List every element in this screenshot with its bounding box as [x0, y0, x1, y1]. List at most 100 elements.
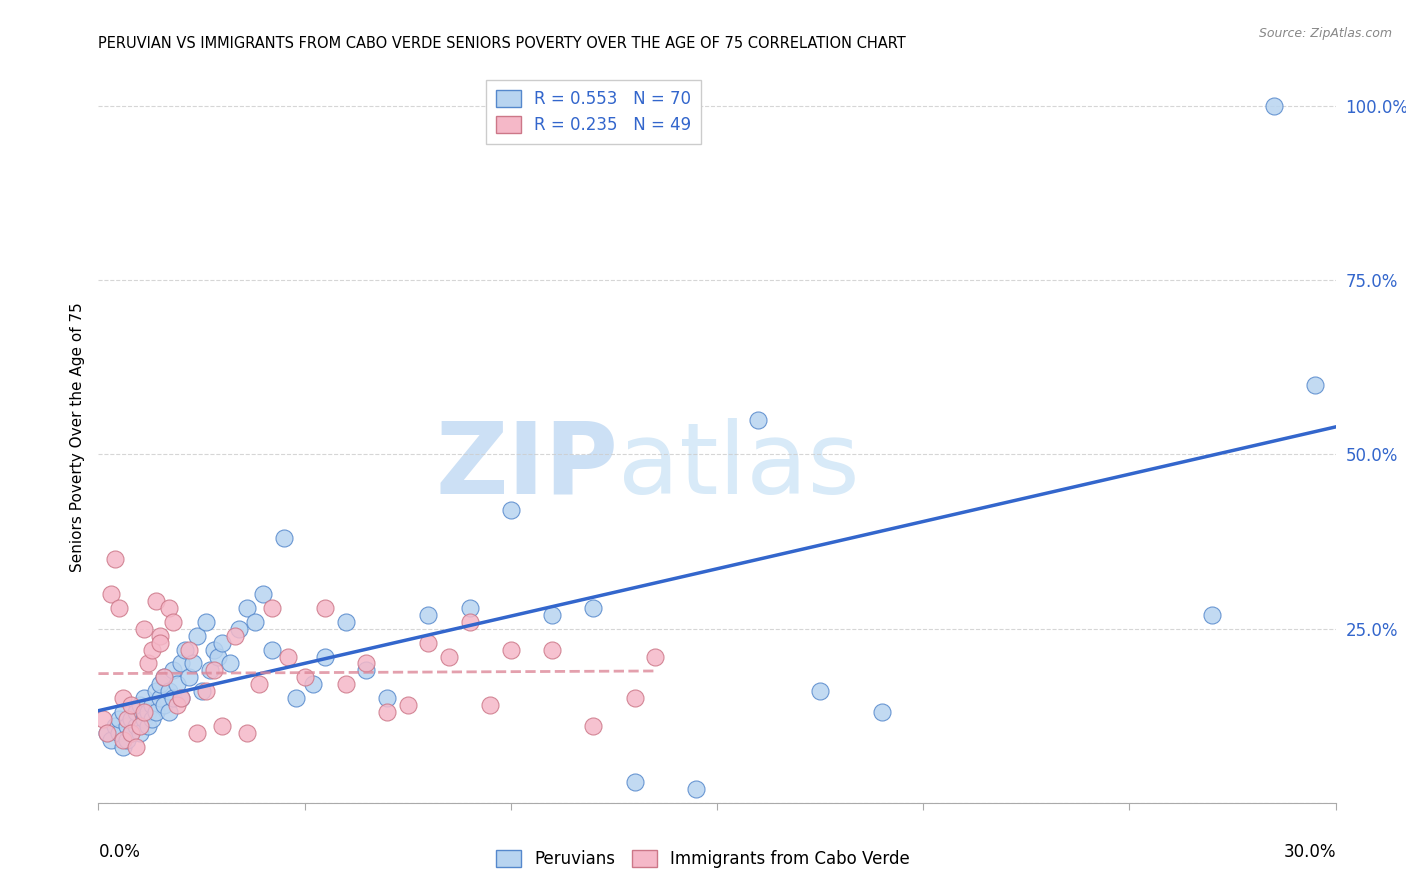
Point: [100, 587, 122, 601]
Point: [314, 649, 336, 664]
Point: [260, 600, 283, 615]
Point: [145, 705, 167, 719]
Point: [194, 615, 217, 629]
Point: [149, 635, 172, 649]
Point: [157, 684, 180, 698]
Y-axis label: Seniors Poverty Over the Age of 75: Seniors Poverty Over the Age of 75: [69, 302, 84, 572]
Point: [96, 726, 118, 740]
Point: [117, 719, 139, 733]
Point: [181, 657, 204, 671]
Point: [747, 412, 769, 426]
Point: [149, 691, 172, 706]
Point: [198, 664, 221, 678]
Point: [120, 698, 142, 713]
Point: [194, 684, 217, 698]
Point: [247, 677, 270, 691]
Point: [243, 615, 266, 629]
Point: [149, 629, 172, 643]
Point: [302, 677, 325, 691]
Point: [149, 677, 172, 691]
Point: [224, 629, 246, 643]
Point: [685, 781, 707, 796]
Point: [190, 684, 212, 698]
Point: [211, 719, 233, 733]
Point: [112, 733, 135, 747]
Point: [179, 670, 201, 684]
Point: [207, 649, 229, 664]
Point: [202, 642, 225, 657]
Point: [644, 649, 666, 664]
Point: [273, 531, 295, 545]
Point: [277, 649, 299, 664]
Text: 30.0%: 30.0%: [1284, 843, 1336, 861]
Point: [375, 691, 398, 706]
Point: [335, 615, 357, 629]
Point: [211, 635, 233, 649]
Point: [91, 712, 114, 726]
Point: [153, 670, 176, 684]
Point: [236, 600, 259, 615]
Point: [141, 698, 163, 713]
Point: [236, 726, 259, 740]
Point: [541, 607, 564, 622]
Point: [1263, 99, 1285, 113]
Text: ZIP: ZIP: [436, 417, 619, 515]
Point: [112, 705, 135, 719]
Point: [479, 698, 502, 713]
Point: [162, 664, 184, 678]
Point: [260, 642, 283, 657]
Point: [166, 677, 188, 691]
Point: [120, 726, 142, 740]
Text: atlas: atlas: [619, 417, 859, 515]
Point: [499, 642, 522, 657]
Point: [458, 600, 481, 615]
Point: [136, 657, 159, 671]
Text: 0.0%: 0.0%: [98, 843, 141, 861]
Point: [120, 712, 142, 726]
Point: [285, 691, 308, 706]
Point: [252, 587, 274, 601]
Point: [104, 552, 127, 566]
Point: [219, 657, 242, 671]
Point: [294, 670, 316, 684]
Point: [96, 726, 118, 740]
Point: [104, 719, 127, 733]
Point: [179, 642, 201, 657]
Point: [314, 600, 336, 615]
Point: [132, 705, 155, 719]
Point: [145, 594, 167, 608]
Point: [120, 726, 142, 740]
Point: [418, 607, 440, 622]
Point: [136, 719, 159, 733]
Point: [124, 705, 146, 719]
Point: [132, 691, 155, 706]
Point: [117, 712, 139, 726]
Point: [418, 635, 440, 649]
Point: [186, 726, 208, 740]
Point: [437, 649, 460, 664]
Text: PERUVIAN VS IMMIGRANTS FROM CABO VERDE SENIORS POVERTY OVER THE AGE OF 75 CORREL: PERUVIAN VS IMMIGRANTS FROM CABO VERDE S…: [98, 36, 907, 51]
Point: [166, 698, 188, 713]
Point: [141, 642, 163, 657]
Point: [124, 740, 146, 755]
Point: [186, 629, 208, 643]
Point: [162, 691, 184, 706]
Point: [541, 642, 564, 657]
Point: [108, 726, 131, 740]
Point: [108, 712, 131, 726]
Point: [228, 622, 250, 636]
Point: [145, 684, 167, 698]
Point: [582, 600, 605, 615]
Point: [870, 705, 893, 719]
Point: [202, 664, 225, 678]
Point: [153, 670, 176, 684]
Point: [157, 600, 180, 615]
Point: [356, 657, 378, 671]
Point: [356, 664, 378, 678]
Point: [499, 503, 522, 517]
Point: [100, 733, 122, 747]
Legend: Peruvians, Immigrants from Cabo Verde: Peruvians, Immigrants from Cabo Verde: [489, 843, 917, 875]
Point: [1201, 607, 1223, 622]
Point: [623, 775, 645, 789]
Point: [141, 712, 163, 726]
